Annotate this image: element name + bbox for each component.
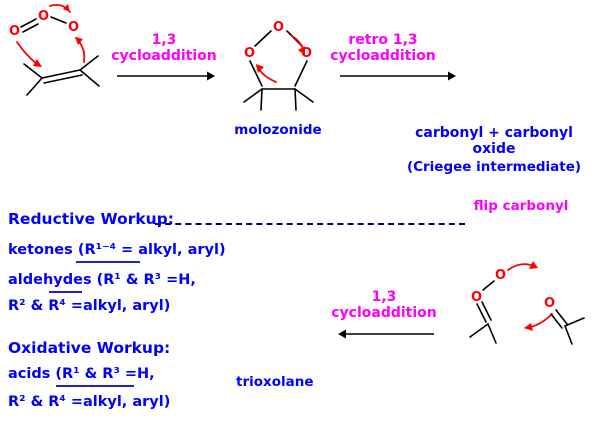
ring-bond	[254, 30, 272, 47]
oxygen-atom-label: O	[471, 290, 482, 305]
aldehydes-condition-line: aldehydes (R¹ & R³ =H,	[8, 272, 196, 288]
retro-cycloaddition-step-label: retro 1,3 cycloaddition	[327, 32, 439, 64]
oxygen-atom-label: O	[301, 46, 312, 61]
criegee-line2: (Criegee intermediate)	[406, 159, 582, 175]
oxygen-atom-label: O	[495, 268, 506, 283]
step-label-line2: cycloaddition	[330, 48, 436, 65]
molozonide-structure: O O O	[243, 20, 314, 111]
alkene-ozone-structure: O O O	[9, 3, 100, 96]
carbonyl-double-bond	[555, 309, 568, 325]
ozone-bond	[20, 18, 37, 28]
workup-dashed-connector-line	[155, 223, 465, 225]
annotation-underline	[56, 385, 134, 387]
step-label-line2: cycloaddition	[331, 305, 437, 322]
substituent-bond	[26, 77, 43, 96]
ketones-condition-line: ketones (R¹⁻⁴ = alkyl, aryl)	[8, 242, 226, 258]
step-label-line1: 1,3	[371, 289, 397, 305]
criegee-line1: carbonyl + carbonyl oxide	[415, 125, 573, 157]
substituent-bond	[469, 323, 489, 338]
substituent-bond	[79, 55, 99, 71]
oxygen-atom-label: O	[244, 46, 255, 61]
step-label-line1: 1,3	[151, 32, 177, 48]
alkene-double-bond	[41, 69, 81, 79]
oxidative-workup-header: Oxidative Workup:	[8, 339, 171, 357]
annotation-underline	[49, 291, 82, 293]
substituent-bond	[260, 88, 263, 111]
alkene-double-bond	[43, 74, 83, 84]
substituent-bond	[294, 88, 314, 103]
reaction-arrow-left	[338, 329, 434, 339]
trioxolane-label: trioxolane	[236, 374, 314, 390]
curved-arrow-head	[529, 261, 538, 269]
substituent-bond	[79, 69, 100, 87]
oxygen-atom-label: O	[273, 20, 284, 35]
carbonyl-oxide-bond	[481, 301, 492, 321]
curved-arrow-head	[256, 64, 264, 73]
ozone-bond	[22, 23, 39, 33]
carbonyl-double-bond	[550, 313, 563, 329]
reaction-arrow-right	[117, 71, 215, 81]
reaction-arrow-right	[340, 71, 456, 81]
oxygen-oxygen-bond	[482, 280, 495, 291]
annotation-underline	[76, 261, 140, 263]
substituent-bond	[294, 88, 297, 111]
cycloaddition-step-label: 1,3 cycloaddition	[108, 32, 220, 64]
substituent-bond	[487, 323, 497, 344]
substituent-bond	[243, 88, 263, 103]
criegee-products-label: carbonyl + carbonyl oxide (Criegee inter…	[393, 125, 595, 175]
acids-condition-line: acids (R¹ & R³ =H,	[8, 366, 155, 382]
cycloaddition-step-label-2: 1,3 cycloaddition	[328, 289, 440, 321]
acids-condition-line2: R² & R⁴ =alkyl, aryl)	[8, 394, 171, 410]
substituent-bond	[23, 63, 43, 79]
molozonide-label: molozonide	[234, 122, 322, 138]
reductive-workup-header: Reductive Workup:	[8, 210, 174, 228]
oxygen-atom-label: O	[9, 24, 20, 39]
substituent-bond	[564, 317, 585, 327]
flip-carbonyl-label: flip carbonyl	[473, 198, 569, 214]
curved-arrow-head	[33, 59, 42, 67]
ring-bond	[294, 60, 308, 87]
oxygen-atom-label: O	[544, 296, 555, 311]
curved-arrow-head	[524, 323, 533, 331]
substituent-bond	[564, 325, 573, 345]
step-label-line2: cycloaddition	[111, 48, 217, 65]
curved-arrow-head	[75, 37, 83, 45]
ring-bond	[249, 60, 263, 87]
ozone-bond	[50, 16, 67, 24]
aldehydes-condition-line2: R² & R⁴ =alkyl, aryl)	[8, 298, 171, 314]
criegee-recombination-structure: O O O	[469, 261, 585, 345]
oxygen-atom-label: O	[68, 20, 79, 35]
step-label-line1: retro 1,3	[348, 32, 418, 48]
curved-arrow-head	[298, 46, 305, 55]
curved-arrow-head	[63, 4, 70, 12]
oxygen-atom-label: O	[38, 9, 49, 24]
carbonyl-oxide-bond	[476, 303, 487, 323]
